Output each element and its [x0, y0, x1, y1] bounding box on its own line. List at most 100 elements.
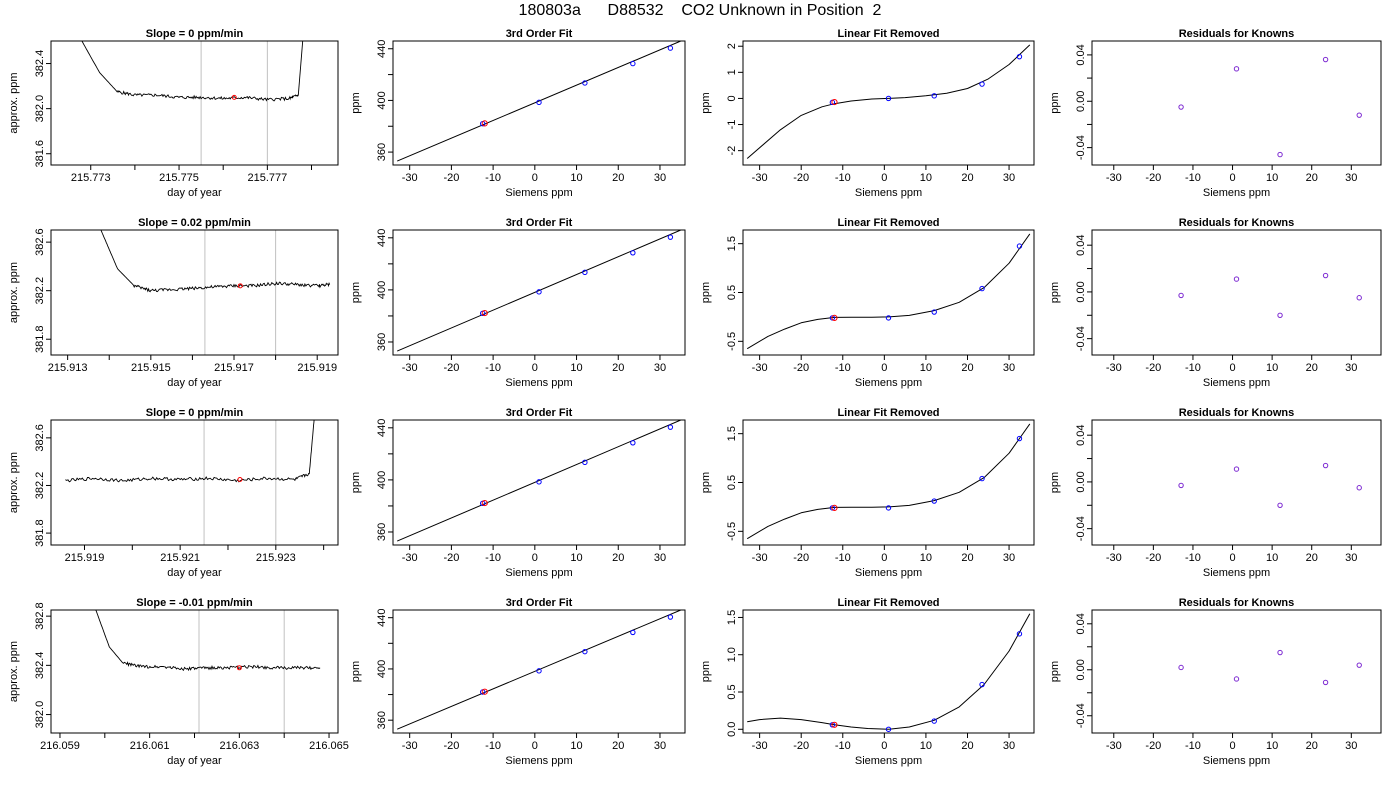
plot-frame: [50, 609, 339, 734]
known-point: [885, 505, 892, 511]
plot-frame: [742, 40, 1035, 166]
x-tick-label: 215.775: [159, 172, 199, 184]
unknown-point: [831, 721, 838, 728]
y-tick-label: -2: [726, 146, 738, 156]
residual-point: [1322, 679, 1329, 686]
panel-title: Residuals for Knowns: [1179, 28, 1295, 40]
y-tick-label: 440: [376, 40, 388, 58]
y-tick-label: 0.04: [1075, 613, 1087, 634]
y-tick-label: 1.0: [726, 647, 738, 662]
unknown-marker: [237, 283, 243, 289]
panel-title: Residuals for Knowns: [1179, 217, 1295, 229]
y-tick-label: 400: [376, 471, 388, 489]
panel-r1-c4: Residuals for Knowns -30 -20 -10 0 10 20 30 -0.0…: [1049, 28, 1382, 199]
known-point: [931, 309, 937, 315]
x-tick-label: 0: [1229, 362, 1235, 374]
x-axis-label: day of year: [167, 755, 222, 767]
y-axis-label: ppm: [1049, 282, 1061, 303]
residual-point: [1233, 466, 1240, 472]
x-tick-label: -10: [485, 172, 501, 184]
x-tick-label: 10: [920, 172, 932, 184]
x-axis-label: Siemens ppm: [505, 755, 572, 767]
x-tick-label: -10: [835, 740, 851, 752]
panel-r4-c3: Linear Fit Removed -30 -20 -10 0 10 20 30 0.0 0.5…: [700, 597, 1035, 767]
residual-point: [1178, 104, 1184, 110]
time-series-line: [95, 610, 321, 672]
x-axis-label: Siemens ppm: [505, 377, 572, 389]
fit-line: [397, 41, 681, 162]
panel-r4-c1: Slope = -0.01 ppm/min 216.059 216.061 216.0…: [8, 597, 349, 767]
residual-point: [1356, 662, 1362, 668]
plot-area: [1178, 649, 1362, 686]
x-tick-label: -20: [1145, 362, 1161, 374]
x-tick-label: 20: [961, 552, 973, 564]
residual-point: [1356, 485, 1362, 491]
x-tick-label: 215.923: [256, 552, 296, 564]
x-axis-label: Siemens ppm: [1203, 755, 1270, 767]
y-axis-label: ppm: [350, 661, 362, 682]
residual-point: [1178, 292, 1184, 299]
x-tick-label: -30: [1106, 362, 1122, 374]
panel-title: Slope = 0 ppm/min: [146, 28, 244, 40]
panel-r1-c3: Linear Fit Removed-30 -20 -10 0 10 20 30-2-101…: [700, 28, 1035, 199]
y-tick-label: 0.04: [1075, 424, 1087, 445]
known-point: [885, 95, 892, 102]
x-tick-label: 30: [1003, 362, 1015, 374]
x-tick-label: -30: [402, 172, 418, 184]
y-tick-label: 440: [376, 609, 388, 627]
unknown-point: [481, 120, 488, 127]
panel-title: Slope = -0.01 ppm/min: [136, 597, 253, 609]
panel-r4-c2: 3rd Order Fit -30 -20 -10 0 10 20 30 360 400 440 Si…: [350, 597, 686, 767]
plot-frame: [1091, 419, 1382, 546]
y-tick-label: 2: [726, 43, 738, 49]
y-tick-label: 0.5: [726, 684, 738, 699]
plot-area: [746, 233, 1031, 350]
panel-r3-c3: Linear Fit Removed -30 -20 -10 0 10 20 30 -0.5 0.…: [700, 407, 1035, 579]
plot-frame: [392, 40, 686, 166]
x-tick-label: 30: [1345, 172, 1357, 184]
residual-point: [1322, 272, 1329, 279]
x-tick-label: -30: [402, 362, 418, 374]
x-tick-label: 10: [1266, 362, 1278, 374]
x-tick-label: 30: [654, 362, 666, 374]
known-point: [979, 285, 985, 292]
x-tick-label: -10: [1185, 362, 1201, 374]
residual-point: [1233, 66, 1240, 72]
known-point: [582, 459, 588, 466]
x-tick-label: -20: [793, 552, 809, 564]
y-tick-label: 360: [376, 333, 388, 351]
known-point: [1016, 53, 1023, 60]
x-tick-label: -30: [402, 740, 418, 752]
y-tick-label: 382.0: [34, 95, 46, 123]
x-tick-label: -20: [1145, 172, 1161, 184]
x-axis-label: day of year: [167, 567, 222, 579]
y-tick-label: 1.5: [726, 426, 738, 441]
x-tick-label: -10: [485, 362, 501, 374]
y-tick-label: 0.00: [1075, 91, 1087, 112]
x-tick-label: 20: [612, 552, 624, 564]
x-tick-label: 0: [532, 552, 538, 564]
y-tick-label: 400: [376, 281, 388, 299]
known-point: [931, 718, 937, 724]
x-tick-label: 216.065: [309, 740, 349, 752]
x-tick-label: -30: [752, 552, 768, 564]
panel-title: Residuals for Knowns: [1179, 407, 1295, 419]
x-tick-label: 10: [920, 362, 932, 374]
known-point: [630, 629, 636, 636]
unknown-marker: [236, 665, 242, 671]
x-tick-label: -30: [752, 172, 768, 184]
x-tick-label: -30: [402, 552, 418, 564]
plot-area: [1178, 56, 1362, 158]
x-tick-label: -10: [835, 362, 851, 374]
y-axis-label: approx. ppm: [8, 262, 20, 323]
known-point: [1016, 243, 1023, 249]
x-tick-label: 20: [612, 172, 624, 184]
known-point: [1016, 631, 1023, 637]
y-tick-label: 0.00: [1075, 281, 1087, 302]
x-tick-label: 0: [881, 172, 887, 184]
y-tick-label: -0.04: [1075, 516, 1087, 541]
x-tick-label: 30: [1345, 362, 1357, 374]
y-tick-label: 440: [376, 229, 388, 247]
x-tick-label: -20: [793, 362, 809, 374]
x-tick-label: 20: [1306, 740, 1318, 752]
